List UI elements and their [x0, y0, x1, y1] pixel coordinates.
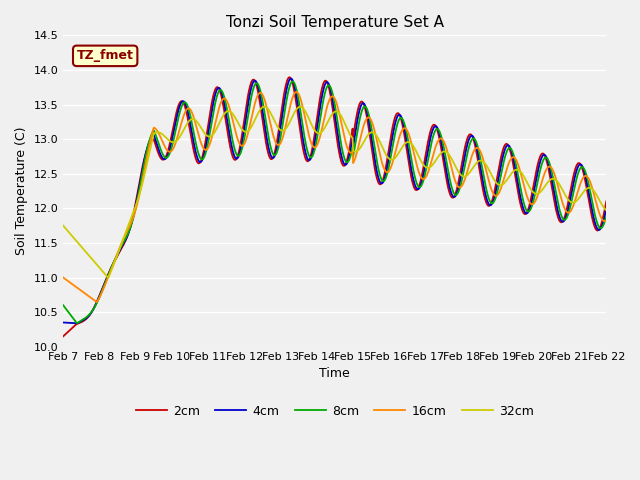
32cm [602, 207, 610, 213]
32cm [577, 193, 584, 199]
8cm [380, 178, 388, 183]
4cm [60, 320, 67, 325]
8cm [285, 85, 293, 91]
2cm [85, 313, 93, 319]
32cm [161, 133, 168, 139]
Y-axis label: Soil Temperature (C): Soil Temperature (C) [15, 127, 28, 255]
16cm [285, 108, 293, 113]
Legend: 2cm, 4cm, 8cm, 16cm, 32cm: 2cm, 4cm, 8cm, 16cm, 32cm [131, 400, 539, 423]
16cm [585, 176, 593, 182]
2cm [286, 74, 294, 80]
4cm [287, 76, 294, 82]
4cm [86, 312, 93, 317]
16cm [85, 294, 93, 300]
Title: Tonzi Soil Temperature Set A: Tonzi Soil Temperature Set A [226, 15, 444, 30]
16cm [161, 143, 168, 149]
Line: 8cm: 8cm [63, 82, 606, 323]
16cm [380, 166, 388, 172]
Line: 2cm: 2cm [63, 77, 606, 336]
16cm [60, 275, 67, 280]
32cm [104, 275, 112, 280]
4cm [577, 161, 584, 167]
Line: 16cm: 16cm [63, 92, 606, 302]
8cm [60, 302, 67, 308]
4cm [602, 206, 610, 212]
4cm [380, 177, 388, 182]
32cm [260, 104, 268, 109]
4cm [161, 156, 168, 162]
32cm [60, 223, 67, 228]
8cm [602, 213, 610, 219]
4cm [73, 321, 81, 326]
Text: TZ_fmet: TZ_fmet [77, 49, 134, 62]
8cm [86, 311, 93, 317]
Line: 4cm: 4cm [63, 79, 606, 324]
32cm [585, 185, 593, 191]
4cm [585, 190, 593, 195]
8cm [161, 154, 168, 160]
8cm [73, 320, 81, 326]
8cm [585, 182, 593, 188]
8cm [289, 79, 296, 84]
16cm [292, 89, 300, 95]
32cm [380, 149, 388, 155]
2cm [584, 194, 592, 200]
Line: 32cm: 32cm [63, 107, 606, 277]
4cm [285, 77, 293, 83]
2cm [285, 75, 292, 81]
16cm [602, 217, 610, 223]
8cm [577, 166, 584, 171]
16cm [93, 299, 100, 305]
16cm [577, 181, 584, 187]
2cm [602, 199, 610, 204]
32cm [286, 119, 294, 125]
2cm [60, 334, 67, 339]
X-axis label: Time: Time [319, 367, 350, 380]
2cm [380, 174, 388, 180]
2cm [576, 160, 584, 166]
2cm [160, 156, 168, 162]
32cm [85, 253, 93, 259]
